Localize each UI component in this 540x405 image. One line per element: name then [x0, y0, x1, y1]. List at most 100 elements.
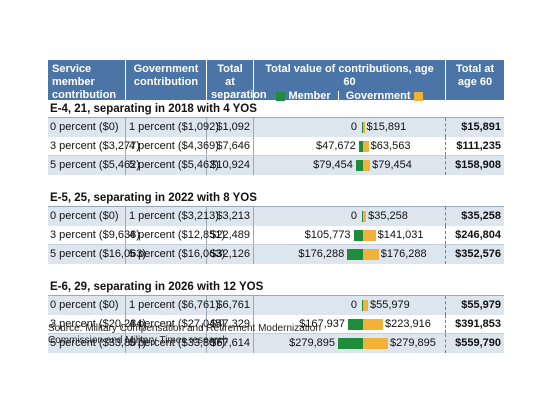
member-value-60: 0	[350, 121, 357, 133]
header-member-contribution: Service member contribution	[48, 60, 126, 101]
table-header: Service member contribution Government c…	[48, 60, 504, 102]
total-age-60-cell: $246,804	[455, 229, 501, 241]
government-bar	[363, 122, 365, 133]
member-bar	[338, 338, 363, 349]
member-contribution-cell: 5 percent ($16,063)	[48, 245, 146, 264]
table-row: 3 percent ($20,284) 4 percent ($27,045) $4…	[48, 315, 504, 334]
total-separation-cell: $1,092	[207, 118, 254, 137]
member-contribution-cell: 5 percent ($33,807)	[48, 334, 146, 353]
government-value-60: $63,563	[370, 140, 411, 152]
header-total-value: Total value of contributions, age 60 Mem…	[254, 60, 446, 102]
contributions-table: Service member contribution Government c…	[48, 60, 504, 353]
group-spacer	[48, 175, 504, 189]
group-title: E-4, 21, separating in 2018 with 4 YOS	[48, 100, 504, 118]
government-bar	[363, 211, 367, 222]
total-value-cell: 0 $15,891	[254, 118, 446, 137]
member-bar	[361, 300, 363, 311]
header-total-separation: Total at separation	[207, 60, 267, 101]
group-title: E-5, 25, separating in 2022 with 8 YOS	[48, 189, 504, 207]
table-row: 0 percent ($0) 1 percent ($3,213) $3,213 0 $…	[48, 207, 504, 226]
table-row: 5 percent ($16,063) 5 percent ($16,063) $3…	[48, 245, 504, 264]
member-value-60: $279,895	[289, 337, 335, 349]
member-bar	[361, 122, 363, 133]
group-title: E-6, 29, separating in 2026 with 12 YOS	[48, 278, 504, 296]
government-value-60: $141,031	[377, 229, 424, 241]
total-separation-cell: $47,329	[207, 315, 254, 333]
total-value-cell: $105,773 $141,031	[254, 226, 446, 244]
table-row: 3 percent ($3,277) 4 percent ($4,369) $7,6…	[48, 137, 504, 156]
total-value-cell: 0 $55,979	[254, 296, 446, 315]
legend-member-swatch	[275, 92, 285, 101]
source-line-1: Source: Military Compensation and Retire…	[48, 323, 321, 334]
header-total-age-60: Total at age 60	[455, 63, 495, 88]
table-row: 5 percent ($5,462) 5 percent ($5,462) $10,…	[48, 156, 504, 175]
member-value-60: $105,773	[304, 229, 351, 241]
member-bar	[347, 249, 363, 260]
header-total-value-label: Total value of contributions, age 60	[265, 63, 434, 88]
table-body: E-4, 21, separating in 2018 with 4 YOS 0 …	[48, 100, 504, 353]
total-value-cell: $167,937 $223,916	[254, 315, 446, 333]
government-contribution-cell: 4 percent ($27,045)	[126, 315, 225, 333]
government-contribution-cell: 5 percent ($5,462)	[126, 156, 219, 175]
member-value-60: $167,937	[299, 318, 345, 330]
government-contribution-cell: 5 percent ($16,063)	[126, 245, 225, 264]
member-value-60: $79,454	[313, 159, 353, 171]
government-contribution-cell: 4 percent ($4,369)	[126, 137, 219, 155]
government-contribution-cell: 1 percent ($3,213)	[126, 207, 219, 226]
member-bar	[358, 141, 363, 152]
government-value-60: $15,891	[366, 121, 407, 133]
total-age-60-cell: $111,235	[456, 140, 501, 152]
table-row: 0 percent ($0) 1 percent ($6,761) $6,761 0 $…	[48, 296, 504, 315]
legend-government-swatch	[414, 92, 424, 101]
total-separation-cell: $6,761	[207, 296, 254, 315]
total-separation-cell: $32,126	[207, 245, 254, 264]
total-age-60-cell: $35,258	[461, 210, 501, 222]
government-value-60: $55,979	[370, 299, 410, 311]
total-age-60-cell: $15,891	[461, 121, 501, 133]
member-bar	[361, 211, 363, 222]
group-spacer	[48, 264, 504, 278]
total-separation-cell: $67,614	[207, 334, 254, 353]
total-separation-cell: $7,646	[207, 137, 254, 155]
government-value-60: $279,895	[390, 337, 436, 349]
government-bar	[363, 160, 371, 171]
government-bar	[363, 319, 383, 330]
total-age-60-cell: $158,908	[455, 159, 501, 171]
header-government-contribution: Government contribution	[126, 60, 207, 100]
member-contribution-cell: 0 percent ($0)	[48, 296, 126, 315]
total-value-cell: $79,454 $79,454	[254, 156, 446, 175]
government-value-60: $223,916	[385, 318, 431, 330]
government-bar	[363, 338, 388, 349]
member-contribution-cell: 3 percent ($20,284)	[48, 315, 146, 333]
total-value-cell: $176,288 $176,288	[254, 245, 446, 264]
member-value-60: $176,288	[298, 248, 345, 260]
legend-government-label: Government	[345, 90, 411, 102]
total-value-cell: $47,672 $63,563	[254, 137, 446, 155]
member-bar	[348, 319, 363, 330]
source-line-2: Commission and Military Times research	[48, 335, 229, 346]
government-value-60: $35,258	[368, 210, 408, 222]
legend-divider	[337, 91, 339, 102]
table-row: 3 percent ($9,638) 4 percent ($12,851) $22…	[48, 226, 504, 245]
member-value-60: $47,672	[315, 140, 356, 152]
table-row: 0 percent ($0) 1 percent ($1,092) $1,092 0 $…	[48, 118, 504, 137]
government-bar	[363, 249, 379, 260]
total-separation-cell: $22,489	[207, 226, 254, 244]
government-bar	[363, 230, 376, 241]
total-value-cell: 0 $35,258	[254, 207, 446, 226]
member-contribution-cell: 3 percent ($9,638)	[48, 226, 140, 244]
member-value-60: 0	[350, 299, 357, 311]
government-contribution-cell: 4 percent ($12,851)	[126, 226, 225, 244]
member-contribution-cell: 3 percent ($3,277)	[48, 137, 140, 155]
total-age-60-cell: $55,979	[461, 299, 501, 311]
government-contribution-cell: 1 percent ($1,092)	[126, 118, 219, 137]
source-note: Source: Military Compensation and Retire…	[48, 323, 448, 347]
member-contribution-cell: 5 percent ($5,462)	[48, 156, 140, 175]
member-contribution-cell: 0 percent ($0)	[48, 207, 126, 226]
total-separation-cell: $3,213	[207, 207, 254, 226]
government-value-60: $176,288	[380, 248, 427, 260]
government-contribution-cell: 5 percent ($33,807)	[126, 334, 225, 353]
member-bar	[353, 230, 363, 241]
legend-member-label: Member	[288, 90, 331, 102]
total-separation-cell: $10,924	[207, 156, 254, 175]
